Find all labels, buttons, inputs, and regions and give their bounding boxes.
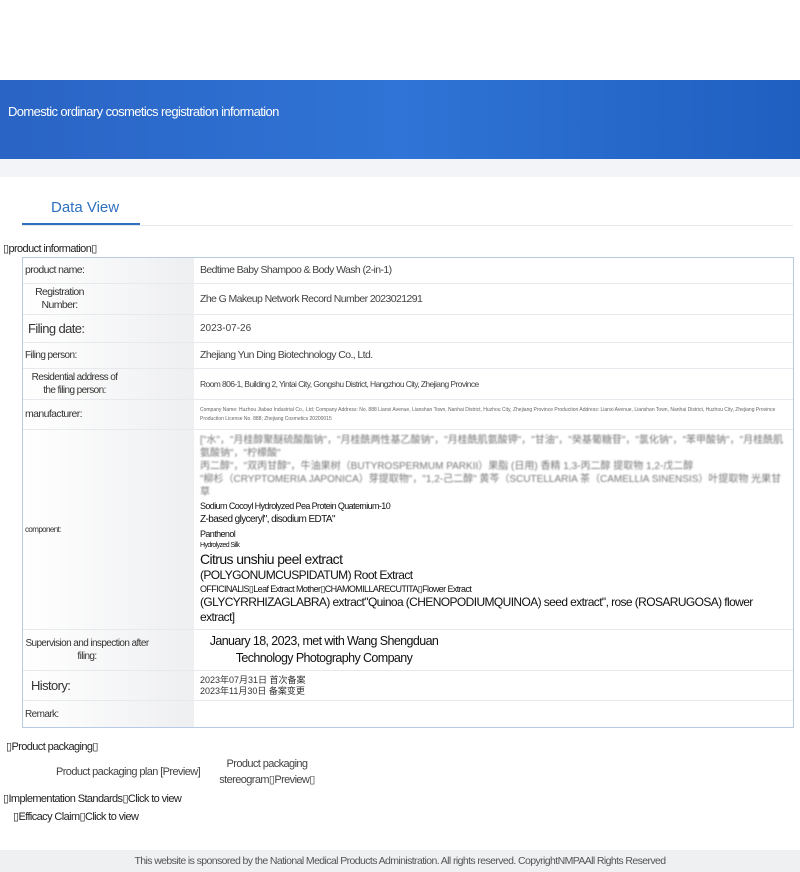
row-label: Registration Number:	[23, 284, 194, 314]
supervision-value: January 18, 2023, met with Wang Shengdua…	[209, 634, 439, 665]
manufacturer-value: Company Name: Huzhou Jiabao Industrial C…	[200, 406, 776, 422]
table-row: component: ["水"，"月桂醇聚醚硫酸酯钠"，"月桂酰两性基乙酸钠"，…	[23, 430, 793, 630]
component-text: 丙二醇"，"双丙甘醇"，牛油果树（BUTYROSPERMUM PARKII）果脂…	[200, 461, 694, 472]
tab-data-view[interactable]: Data View	[51, 199, 120, 216]
main-content: ▯product information▯ product name: Bedt…	[0, 242, 800, 872]
row-label: Remark:	[23, 701, 194, 727]
component-text: (GLYCYRRHIZAGLABRA) extract"Quinoa (CHEN…	[200, 595, 753, 624]
packaging-links: Product packaging plan [Preview] Product…	[56, 756, 800, 788]
row-label: Filing person:	[23, 343, 194, 368]
packaging-stereogram-link[interactable]: Product packaging stereogram▯Preview▯	[212, 756, 322, 788]
row-label: Residential address of the filing person…	[23, 369, 194, 399]
component-text: OFFICINALIS▯Leaf Extract Mother▯CHAMOMIL…	[200, 584, 472, 594]
row-label: manufacturer:	[23, 400, 194, 429]
table-row: History: 2023年07月31日 首次备案 2023年11月30日 备案…	[23, 671, 793, 701]
filing-address-value: Room 806-1, Building 2, Yintai City, Gon…	[200, 378, 479, 389]
stereogram-label: Product packaging	[226, 758, 309, 770]
component-text: "柳杉（CRYPTOMERIA JAPONICA）芽提取物"，"1,2-己二醇"…	[200, 474, 782, 498]
packaging-section: ▯Product packaging▯ Product packaging pl…	[0, 740, 800, 824]
registration-number-value: Zhe G Makeup Network Record Number 20230…	[200, 292, 423, 305]
row-label: History:	[23, 671, 194, 700]
history-value: 2023年07月31日 首次备案 2023年11月30日 备案变更	[200, 674, 306, 696]
filing-person-value: Zhejiang Yun Ding Biotechnology Co., Ltd…	[200, 349, 373, 361]
active-tab-indicator	[22, 223, 140, 225]
component-value: ["水"，"月桂醇聚醚硫酸酯钠"，"月桂酰两性基乙酸钠"，"月桂酰肌氨酸钾"，"…	[194, 430, 793, 629]
component-text: Citrus unshiu peel extract	[200, 551, 343, 567]
page-title: Domestic ordinary cosmetics registration…	[8, 104, 279, 119]
row-label: Supervision and inspection after filing:	[23, 630, 194, 670]
row-label: component:	[23, 430, 194, 629]
remark-value	[194, 701, 793, 727]
divider	[0, 159, 800, 177]
table-row: manufacturer: Company Name: Huzhou Jiaba…	[23, 400, 793, 430]
efficacy-claim-link[interactable]: ▯Efficacy Claim▯Click to view	[13, 811, 139, 823]
table-row: Remark:	[23, 701, 793, 727]
section-heading-product-info: ▯product information▯	[3, 243, 97, 255]
component-text: ["水"，"月桂醇聚醚硫酸酯钠"，"月桂酰两性基乙酸钠"，"月桂酰肌氨酸钾"，"…	[200, 435, 784, 459]
product-info-table: product name: Bedtime Baby Shampoo & Bod…	[22, 257, 794, 728]
row-label: Filing date:	[23, 315, 194, 342]
table-row: Residential address of the filing person…	[23, 369, 793, 400]
table-row: Registration Number: Zhe G Makeup Networ…	[23, 284, 793, 315]
component-text: (POLYGONUMCUSPIDATUM) Root Extract	[200, 568, 413, 582]
product-name-value: Bedtime Baby Shampoo & Body Wash (2-in-1…	[200, 264, 392, 276]
table-row: Filing person: Zhejiang Yun Ding Biotech…	[23, 343, 793, 369]
component-text: Z-based glyceryl", disodium EDTA"	[200, 514, 336, 525]
component-text: Sodium Cocoyl Hydrolyzed Pea Protein Qua…	[200, 501, 391, 511]
table-row: Supervision and inspection after filing:…	[23, 630, 793, 671]
implementation-standards-link[interactable]: ▯Implementation Standards▯Click to view	[3, 793, 182, 805]
component-text: Hydrolyzed Silk	[200, 542, 240, 549]
tab-divider	[22, 225, 793, 226]
footer-text: This website is sponsored by the Nationa…	[0, 850, 800, 872]
packaging-plan-link[interactable]: Product packaging plan [Preview]	[56, 766, 201, 778]
table-row: product name: Bedtime Baby Shampoo & Bod…	[23, 258, 793, 284]
stereogram-preview[interactable]: stereogram▯Preview▯	[219, 774, 315, 786]
table-row: Filing date: 2023-07-26	[23, 315, 793, 343]
header-banner: Domestic ordinary cosmetics registration…	[0, 80, 800, 159]
section-heading-packaging: ▯Product packaging▯	[6, 741, 98, 753]
filing-date-value: 2023-07-26	[200, 323, 252, 334]
row-label: product name:	[23, 258, 194, 283]
component-text: Panthenol	[200, 529, 236, 539]
